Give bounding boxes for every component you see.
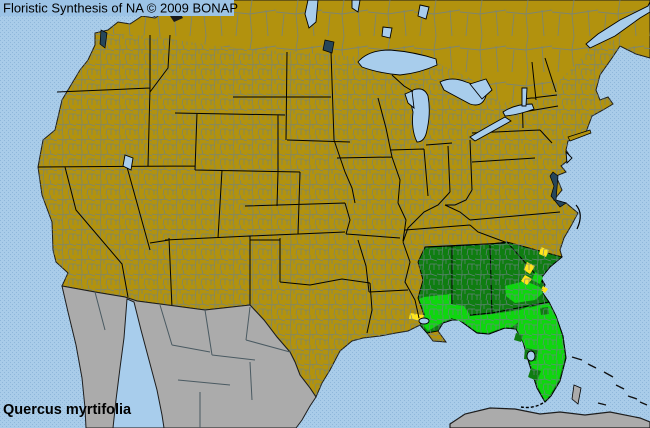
- georgian-bay: [469, 78, 493, 100]
- foreign-land: [61, 285, 650, 428]
- lake-erie: [469, 116, 512, 142]
- gulf-of-california: [112, 298, 165, 428]
- lake-superior: [357, 49, 438, 76]
- lake-champlain: [521, 87, 528, 107]
- lake-winnipeg: [304, 0, 319, 29]
- long-island: [567, 129, 592, 142]
- lake-ontario: [502, 103, 535, 117]
- delaware-bay: [565, 150, 573, 164]
- lake-of-the-woods: [322, 39, 335, 54]
- lake-okeechobee: [526, 350, 536, 362]
- lake-nipigon: [417, 4, 430, 20]
- lakes: [122, 0, 650, 362]
- cuba: [449, 407, 650, 428]
- great-salt-lake: [122, 154, 134, 171]
- green-bay: [404, 90, 415, 110]
- mexico-state-lines: [94, 291, 291, 428]
- lake-michigan: [410, 88, 430, 143]
- map-title: Floristic Synthesis of NA © 2009 BONAP: [3, 1, 238, 16]
- species-label: Quercus myrtifolia: [3, 402, 132, 418]
- lake-manitoba: [351, 0, 361, 13]
- andros-island: [571, 384, 582, 405]
- florida-keys: [520, 402, 544, 409]
- bahamas: [571, 356, 648, 406]
- puget-sound: [99, 29, 108, 49]
- st-lawrence-river: [585, 1, 650, 49]
- dark-coastal-water: [99, 29, 567, 208]
- lake-pontchartrain: [418, 317, 430, 325]
- title-bar: [0, 0, 234, 16]
- chesapeake-bay: [549, 171, 567, 208]
- overlay-text: Floristic Synthesis of NA © 2009 BONAP Q…: [0, 0, 238, 418]
- outer-banks: [575, 204, 581, 230]
- red-lake: [381, 26, 393, 39]
- state-boundaries: [37, 34, 561, 334]
